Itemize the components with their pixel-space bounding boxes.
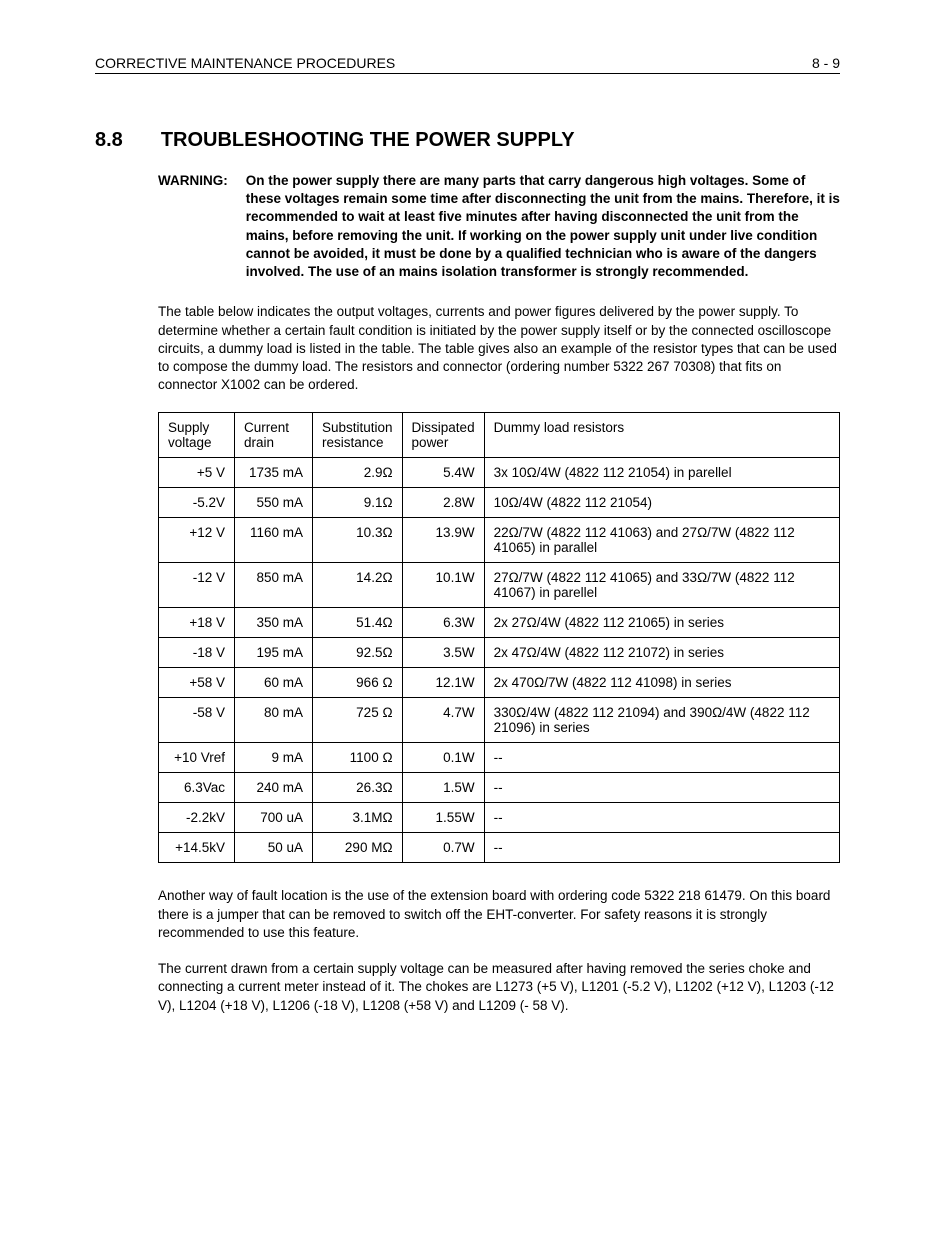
table-cell: 1100 Ω <box>313 743 403 773</box>
warning-text: On the power supply there are many parts… <box>246 172 840 281</box>
table-cell: 2x 470Ω/7W (4822 112 41098) in series <box>484 668 839 698</box>
table-cell: +10 Vref <box>159 743 235 773</box>
table-cell: 966 Ω <box>313 668 403 698</box>
power-supply-table: Supply voltage Current drain Substitutio… <box>158 412 840 863</box>
col-header-voltage: Supply voltage <box>159 413 235 458</box>
table-row: 6.3Vac240 mA26.3Ω1.5W-- <box>159 773 840 803</box>
col-header-power: Dissipated power <box>402 413 484 458</box>
table-cell: 10.1W <box>402 563 484 608</box>
table-cell: -- <box>484 833 839 863</box>
warning-label: WARNING: <box>158 172 228 281</box>
warning-block: WARNING: On the power supply there are m… <box>158 172 840 281</box>
table-row: -58 V80 mA725 Ω4.7W330Ω/4W (4822 112 210… <box>159 698 840 743</box>
table-cell: 0.1W <box>402 743 484 773</box>
section-number: 8.8 <box>95 129 123 152</box>
outro-paragraph-2: The current drawn from a certain supply … <box>158 960 840 1015</box>
table-cell: -12 V <box>159 563 235 608</box>
table-cell: 10.3Ω <box>313 518 403 563</box>
outro-paragraph-1: Another way of fault location is the use… <box>158 887 840 942</box>
table-row: +18 V350 mA51.4Ω6.3W2x 27Ω/4W (4822 112 … <box>159 608 840 638</box>
table-row: +5 V1735 mA2.9Ω5.4W3x 10Ω/4W (4822 112 2… <box>159 458 840 488</box>
table-cell: 550 mA <box>235 488 313 518</box>
table-cell: 3.1MΩ <box>313 803 403 833</box>
table-cell: 290 MΩ <box>313 833 403 863</box>
table-cell: 350 mA <box>235 608 313 638</box>
table-cell: -18 V <box>159 638 235 668</box>
table-cell: 9.1Ω <box>313 488 403 518</box>
table-cell: 9 mA <box>235 743 313 773</box>
table-cell: 6.3W <box>402 608 484 638</box>
table-cell: 1160 mA <box>235 518 313 563</box>
table-cell: -5.2V <box>159 488 235 518</box>
table-cell: 60 mA <box>235 668 313 698</box>
table-cell: -- <box>484 803 839 833</box>
table-cell: 50 uA <box>235 833 313 863</box>
intro-paragraph: The table below indicates the output vol… <box>158 303 840 394</box>
table-row: +58 V60 mA966 Ω12.1W2x 470Ω/7W (4822 112… <box>159 668 840 698</box>
table-cell: 2x 27Ω/4W (4822 112 21065) in series <box>484 608 839 638</box>
table-row: +10 Vref9 mA1100 Ω0.1W-- <box>159 743 840 773</box>
table-cell: -- <box>484 743 839 773</box>
table-cell: 195 mA <box>235 638 313 668</box>
table-cell: 80 mA <box>235 698 313 743</box>
col-header-dummy: Dummy load resistors <box>484 413 839 458</box>
table-cell: 725 Ω <box>313 698 403 743</box>
table-cell: 26.3Ω <box>313 773 403 803</box>
table-row: +12 V1160 mA10.3Ω13.9W22Ω/7W (4822 112 4… <box>159 518 840 563</box>
table-cell: +18 V <box>159 608 235 638</box>
col-header-resistance: Substitution resistance <box>313 413 403 458</box>
table-cell: +12 V <box>159 518 235 563</box>
table-cell: 92.5Ω <box>313 638 403 668</box>
table-cell: +58 V <box>159 668 235 698</box>
table-cell: 27Ω/7W (4822 112 41065) and 33Ω/7W (4822… <box>484 563 839 608</box>
table-cell: 4.7W <box>402 698 484 743</box>
table-cell: 3x 10Ω/4W (4822 112 21054) in parellel <box>484 458 839 488</box>
table-row: -2.2kV700 uA3.1MΩ1.55W-- <box>159 803 840 833</box>
table-cell: 3.5W <box>402 638 484 668</box>
col-header-current: Current drain <box>235 413 313 458</box>
table-cell: +5 V <box>159 458 235 488</box>
section-heading: 8.8 TROUBLESHOOTING THE POWER SUPPLY <box>95 129 840 152</box>
page-header: CORRECTIVE MAINTENANCE PROCEDURES 8 - 9 <box>95 55 840 74</box>
table-row: -12 V850 mA14.2Ω10.1W27Ω/7W (4822 112 41… <box>159 563 840 608</box>
table-cell: -- <box>484 773 839 803</box>
table-cell: 22Ω/7W (4822 112 41063) and 27Ω/7W (4822… <box>484 518 839 563</box>
table-header-row: Supply voltage Current drain Substitutio… <box>159 413 840 458</box>
table-row: -18 V195 mA92.5Ω3.5W2x 47Ω/4W (4822 112 … <box>159 638 840 668</box>
table-cell: -58 V <box>159 698 235 743</box>
table-cell: 6.3Vac <box>159 773 235 803</box>
table-cell: +14.5kV <box>159 833 235 863</box>
table-row: +14.5kV50 uA290 MΩ0.7W-- <box>159 833 840 863</box>
table-cell: 14.2Ω <box>313 563 403 608</box>
table-cell: 240 mA <box>235 773 313 803</box>
table-wrapper: Supply voltage Current drain Substitutio… <box>158 412 840 863</box>
table-row: -5.2V550 mA9.1Ω2.8W10Ω/4W (4822 112 2105… <box>159 488 840 518</box>
table-cell: 0.7W <box>402 833 484 863</box>
table-cell: 2x 47Ω/4W (4822 112 21072) in series <box>484 638 839 668</box>
table-cell: 700 uA <box>235 803 313 833</box>
header-right: 8 - 9 <box>812 55 840 71</box>
table-cell: 13.9W <box>402 518 484 563</box>
table-cell: 10Ω/4W (4822 112 21054) <box>484 488 839 518</box>
table-cell: 1.5W <box>402 773 484 803</box>
table-cell: 850 mA <box>235 563 313 608</box>
table-cell: 12.1W <box>402 668 484 698</box>
table-cell: 330Ω/4W (4822 112 21094) and 390Ω/4W (48… <box>484 698 839 743</box>
table-cell: 2.8W <box>402 488 484 518</box>
table-cell: 51.4Ω <box>313 608 403 638</box>
table-cell: 1735 mA <box>235 458 313 488</box>
table-cell: 1.55W <box>402 803 484 833</box>
table-cell: 2.9Ω <box>313 458 403 488</box>
table-cell: -2.2kV <box>159 803 235 833</box>
table-cell: 5.4W <box>402 458 484 488</box>
section-title: TROUBLESHOOTING THE POWER SUPPLY <box>161 129 575 152</box>
header-left: CORRECTIVE MAINTENANCE PROCEDURES <box>95 55 395 71</box>
